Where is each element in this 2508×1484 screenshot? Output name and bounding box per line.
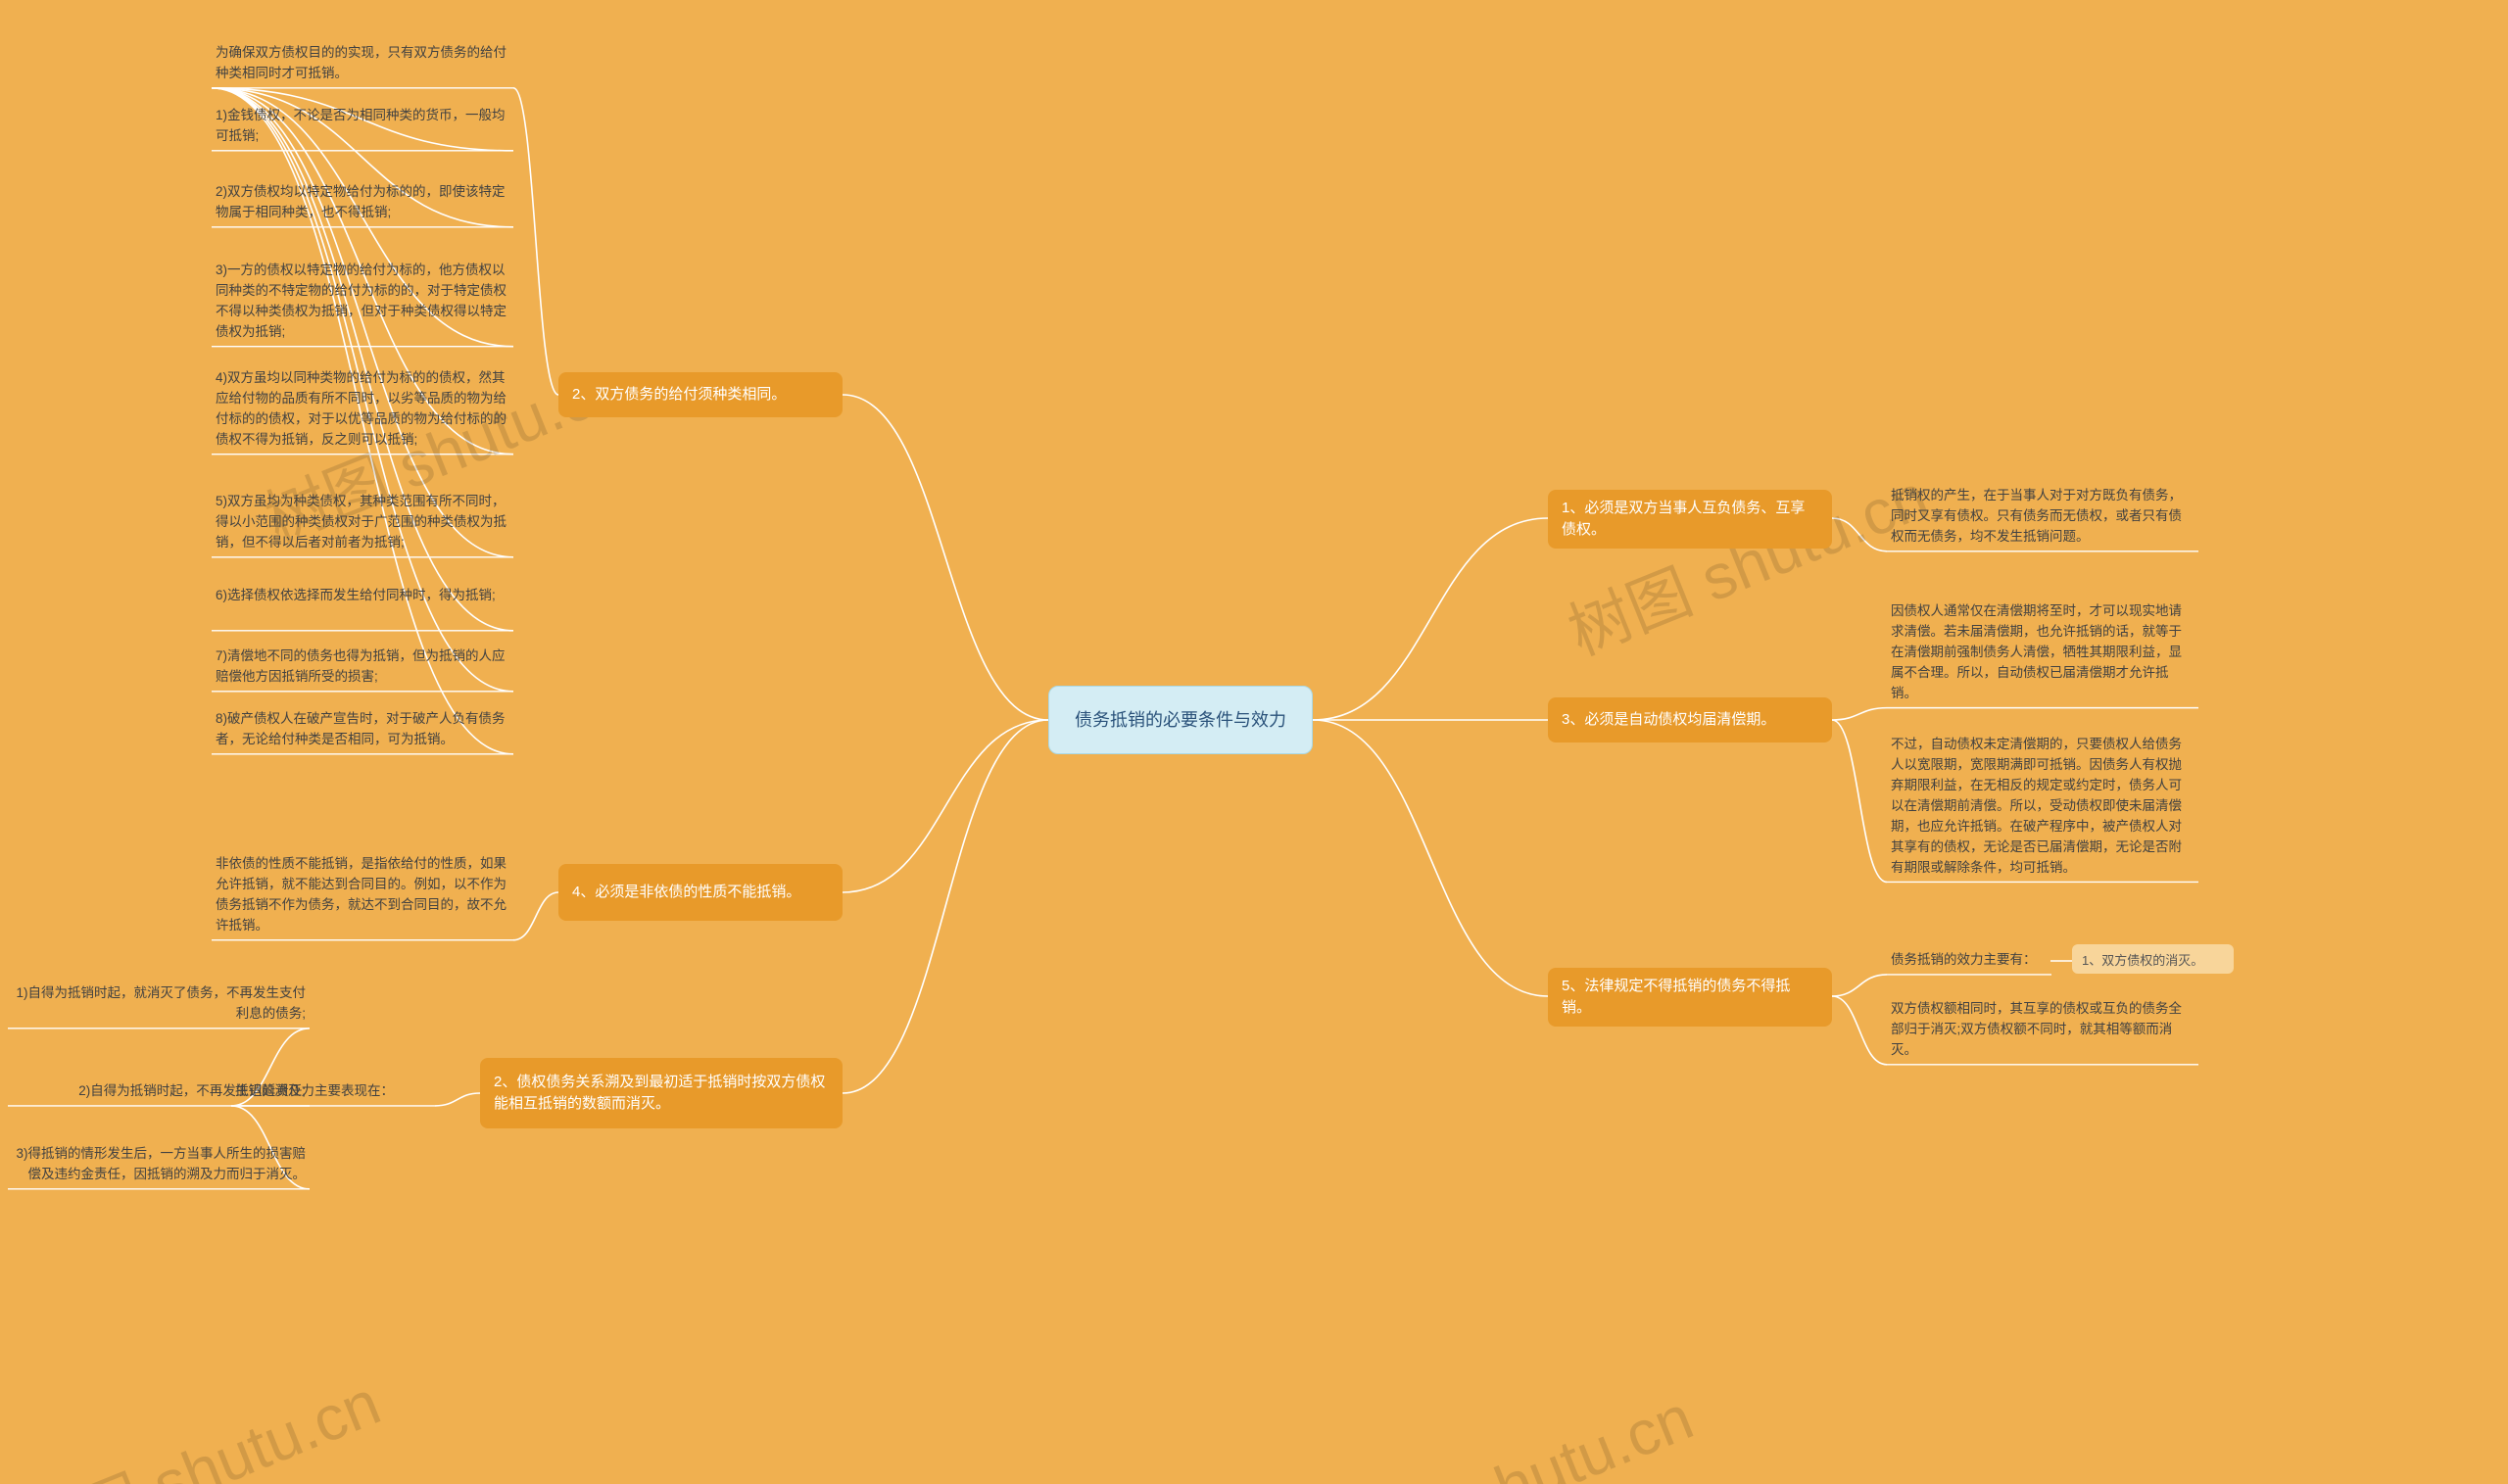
- leaf-text: 抵销权的产生，在于当事人对于对方既负有债务，同时又享有债权。只有债务而无债权，或…: [1891, 486, 2194, 548]
- leaf-text: 3)得抵销的情形发生后，一方当事人所生的损害赔偿及违约金责任，因抵销的溯及力而归…: [12, 1144, 306, 1185]
- leaf-text: 为确保双方债权目的的实现，只有双方债务的给付种类相同时才可抵销。: [216, 43, 509, 84]
- branch-node-label: 4、必须是非依债的性质不能抵销。: [572, 882, 800, 903]
- leaf-text: 6)选择债权依选择而发生给付同种时，得为抵销;: [216, 586, 509, 606]
- leaf-text: 债务抵销的效力主要有：: [1891, 950, 2048, 971]
- leaf-text: 非依债的性质不能抵销，是指依给付的性质，如果允许抵销，就不能达到合同目的。例如，…: [216, 854, 509, 936]
- leaf-text: 不过，自动债权未定清偿期的，只要债权人给债务人以宽限期，宽限期满即可抵销。因债务…: [1891, 735, 2194, 878]
- branch-node[interactable]: 4、必须是非依债的性质不能抵销。: [558, 864, 843, 921]
- branch-node[interactable]: 5、法律规定不得抵销的债务不得抵销。: [1548, 968, 1832, 1027]
- leaf-text: 因债权人通常仅在清偿期将至时，才可以现实地请求清偿。若未届清偿期，也允许抵销的话…: [1891, 601, 2194, 704]
- center-node[interactable]: 债务抵销的必要条件与效力: [1048, 686, 1313, 754]
- leaf-text: 3)一方的债权以特定物的给付为标的，他方债权以同种类的不特定物的给付为标的的，对…: [216, 261, 509, 343]
- leaf-text: 1)金钱债权，不论是否为相同种类的货币，一般均可抵销;: [216, 106, 509, 147]
- center-node-label: 债务抵销的必要条件与效力: [1075, 707, 1286, 733]
- branch-node-label: 3、必须是自动债权均届清偿期。: [1562, 709, 1775, 731]
- leaf-text: 4)双方虽均以同种类物的给付为标的的债权，然其应给付物的品质有所不同时，以劣等品…: [216, 368, 509, 451]
- leaf-text: 8)破产债权人在破产宣告时，对于破产人负有债务者，无论给付种类是否相同，可为抵销…: [216, 709, 509, 750]
- branch-node[interactable]: 2、双方债务的给付须种类相同。: [558, 372, 843, 417]
- branch-node[interactable]: 1、必须是双方当事人互负债务、互享债权。: [1548, 490, 1832, 549]
- leaf-text: 双方债权额相同时，其互享的债权或互负的债务全部归于消灭;双方债权额不同时，就其相…: [1891, 999, 2194, 1061]
- branch-node[interactable]: 3、必须是自动债权均届清偿期。: [1548, 697, 1832, 742]
- leaf-text: 7)清偿地不同的债务也得为抵销，但为抵销的人应赔偿他方因抵销所受的损害;: [216, 646, 509, 688]
- branch-node[interactable]: 2、债权债务关系溯及到最初适于抵销时按双方债权能相互抵销的数额而消灭。: [480, 1058, 843, 1128]
- branch-node-label: 1、必须是双方当事人互负债务、互享债权。: [1562, 498, 1818, 541]
- leaf-text: 5)双方虽均为种类债权，其种类范围有所不同时，得以小范围的种类债权对于广范围的种…: [216, 492, 509, 553]
- branch-node-label: 2、债权债务关系溯及到最初适于抵销时按双方债权能相互抵销的数额而消灭。: [494, 1072, 829, 1115]
- leaf-text: 2)自得为抵销时起，不再发生迟延责任;: [12, 1081, 306, 1102]
- leaf-text: 2)双方债权均以特定物给付为标的的，即使该特定物属于相同种类，也不得抵销;: [216, 182, 509, 223]
- leaf-text: 1)自得为抵销时起，就消灭了债务，不再发生支付利息的债务;: [12, 983, 306, 1025]
- branch-node-label: 2、双方债务的给付须种类相同。: [572, 384, 786, 406]
- small-leaf-node[interactable]: 1、双方债权的消灭。: [2072, 944, 2234, 974]
- branch-node-label: 5、法律规定不得抵销的债务不得抵销。: [1562, 976, 1818, 1019]
